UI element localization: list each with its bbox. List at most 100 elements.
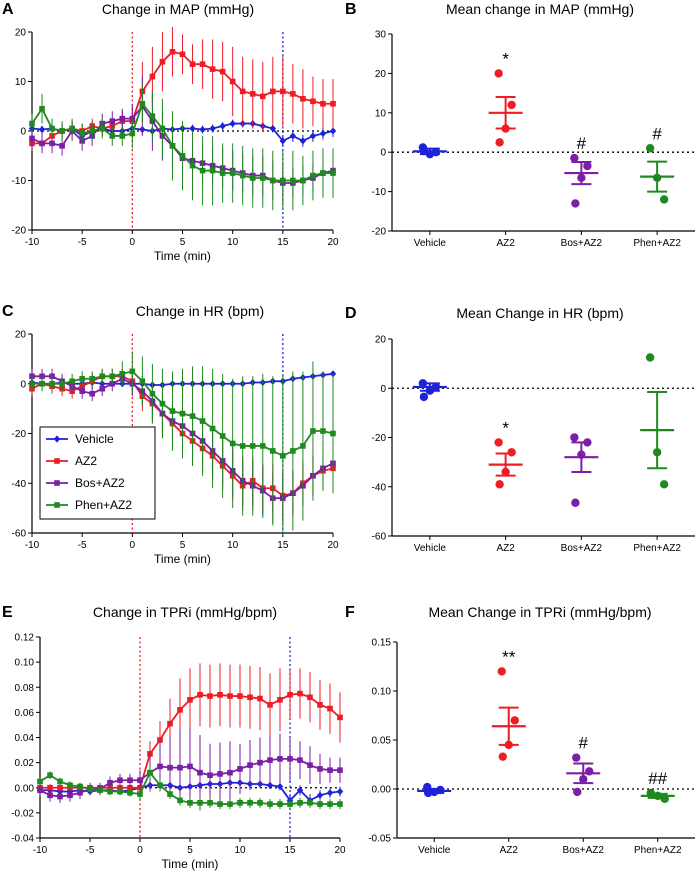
square-marker-icon xyxy=(54,502,60,508)
x-tick-label: -5 xyxy=(78,237,87,248)
data-point xyxy=(259,93,266,100)
x-tick-label: 20 xyxy=(334,845,346,856)
legend-label: Vehicle xyxy=(75,432,114,446)
data-point xyxy=(107,779,113,786)
group-phen-az2: # xyxy=(640,124,675,204)
y-tick-label: -60 xyxy=(12,529,27,540)
data-point xyxy=(249,175,256,181)
data-point xyxy=(307,694,313,701)
data-point xyxy=(330,100,336,107)
category-label: AZ2 xyxy=(496,543,515,554)
data-point xyxy=(157,782,163,789)
data-point xyxy=(269,124,276,133)
data-point xyxy=(39,105,45,112)
data-point xyxy=(237,800,243,806)
category-label: Vehicle xyxy=(418,845,451,856)
data-point xyxy=(276,782,284,791)
y-tick-label: 30 xyxy=(375,30,387,41)
y-tick-label: 0.02 xyxy=(15,758,35,769)
data-point xyxy=(47,784,53,791)
category-label: Bos+AZ2 xyxy=(561,238,603,249)
data-point xyxy=(69,125,75,132)
data-point xyxy=(280,453,286,459)
data-point xyxy=(507,100,516,110)
data-point xyxy=(39,380,45,387)
data-point xyxy=(129,368,136,375)
data-point xyxy=(109,373,116,380)
data-point xyxy=(167,720,173,727)
data-point xyxy=(29,135,35,142)
data-point xyxy=(109,118,116,124)
data-point xyxy=(137,777,143,784)
y-tick-label: -40 xyxy=(372,482,387,493)
data-point xyxy=(287,691,293,698)
data-point xyxy=(39,373,45,380)
y-tick-label: 0.00 xyxy=(15,783,35,794)
data-point xyxy=(117,788,123,795)
significance-annotation: # xyxy=(652,124,662,143)
data-point xyxy=(277,801,283,807)
y-tick-label: -20 xyxy=(372,433,387,444)
x-tick-label: 0 xyxy=(137,845,143,856)
group-bos-az2: # xyxy=(564,134,599,208)
data-point xyxy=(119,115,126,122)
data-point xyxy=(59,143,65,149)
data-point xyxy=(197,691,203,698)
data-point xyxy=(337,801,343,807)
data-point xyxy=(570,153,579,163)
data-point xyxy=(149,113,156,119)
legend-label: Bos+AZ2 xyxy=(75,476,125,490)
data-point xyxy=(572,753,581,762)
group-az2: * xyxy=(488,418,523,489)
x-axis-title: Time (min) xyxy=(154,249,211,263)
data-point xyxy=(645,353,655,362)
data-point xyxy=(494,438,503,447)
x-tick-label: 5 xyxy=(187,845,193,856)
data-point xyxy=(109,133,116,139)
data-point xyxy=(327,801,333,807)
panel-f: F Mean Change in TPRi (mmHg/bpm) -0.05 0.00… xyxy=(345,604,695,856)
panel-c: C Change in HR (bpm) -60 -40 -20 0 20 -10 -5 0 5 10… xyxy=(2,303,339,566)
data-point xyxy=(280,88,286,95)
data-point xyxy=(97,787,103,794)
data-point xyxy=(89,128,95,134)
data-point xyxy=(127,789,133,796)
data-point xyxy=(99,125,106,132)
data-point xyxy=(239,443,246,449)
group-vehicle xyxy=(412,379,447,402)
data-point xyxy=(299,137,307,145)
x-axis-title: Time (min) xyxy=(162,857,219,871)
category-label: AZ2 xyxy=(496,238,515,249)
data-point xyxy=(297,800,303,806)
data-point xyxy=(217,771,223,777)
y-tick-label: 20 xyxy=(15,28,27,39)
data-point xyxy=(207,800,213,806)
group-vehicle xyxy=(412,143,447,159)
data-point xyxy=(290,177,296,184)
y-tick-label: 0 xyxy=(20,127,26,138)
data-point xyxy=(300,177,306,184)
square-marker-icon xyxy=(54,480,60,486)
category-label: Phen+AZ2 xyxy=(633,238,681,249)
data-point xyxy=(257,800,263,806)
x-tick-label: 10 xyxy=(234,845,246,856)
data-point xyxy=(257,695,263,702)
data-point xyxy=(207,693,213,699)
significance-annotation: # xyxy=(579,734,589,753)
y-tick-label: 0.12 xyxy=(15,633,35,644)
data-point xyxy=(197,800,203,806)
data-point xyxy=(199,167,206,174)
data-point xyxy=(247,762,253,768)
y-tick-label: 0 xyxy=(380,384,386,395)
y-tick-label: 20 xyxy=(15,330,27,341)
data-point xyxy=(270,177,276,184)
data-point xyxy=(189,162,196,169)
data-point xyxy=(139,378,146,385)
data-point xyxy=(317,801,323,807)
x-tick-label: 5 xyxy=(180,237,186,248)
data-point xyxy=(219,170,226,176)
data-point xyxy=(159,58,166,65)
data-point xyxy=(219,433,226,439)
panel-letter: C xyxy=(2,303,14,320)
